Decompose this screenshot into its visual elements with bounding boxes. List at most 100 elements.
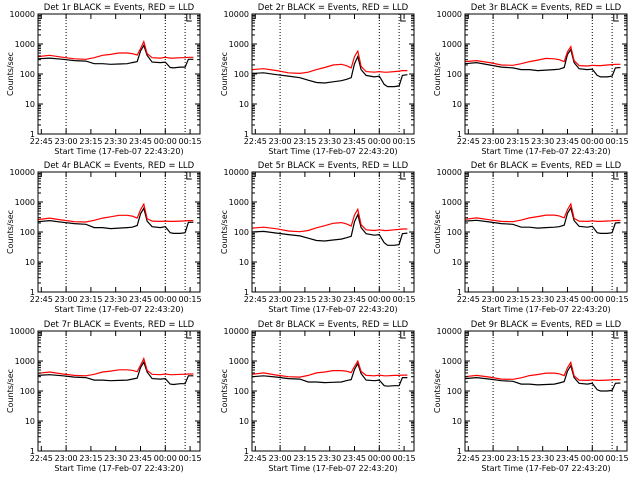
panel-title: Det 3r BLACK = Events, RED = LLD [471, 3, 622, 13]
interval-bracket [400, 172, 406, 180]
interval-bracket [613, 172, 619, 180]
y-tick-label: 10000 [10, 168, 35, 177]
panel-title: Det 5r BLACK = Events, RED = LLD [258, 161, 409, 171]
x-tick-label: 00:15 [606, 137, 629, 146]
plot-frame [37, 330, 201, 452]
x-tick-label: 00:15 [393, 454, 416, 463]
y-tick-label: 100 [234, 387, 249, 396]
y-tick-label: 100 [20, 70, 35, 79]
y-axis-label: Counts/sec [6, 52, 15, 96]
x-axis-label: Start Time (17-Feb-07 22:43:20) [481, 305, 610, 314]
x-axis-label: Start Time (17-Feb-07 22:43:20) [481, 147, 610, 156]
x-tick-label: 23:15 [293, 137, 316, 146]
interval-bracket [186, 331, 192, 339]
x-tick-label: 23:00 [482, 295, 505, 304]
panel-title: Det 9r BLACK = Events, RED = LLD [471, 320, 622, 330]
y-tick-label: 1000 [442, 40, 462, 49]
y-tick-label: 10 [239, 417, 249, 426]
interval-bracket [186, 172, 192, 180]
x-tick-label: 23:45 [129, 454, 152, 463]
plot-frame [464, 171, 628, 293]
plot-frame [251, 330, 415, 452]
detector-panel: Det 2r BLACK = Events, RED = LLD 1 10 100 10… [220, 3, 416, 156]
detector-panel: Det 3r BLACK = Events, RED = LLD 1 10 100 10… [433, 3, 629, 156]
panel-title: Det 1r BLACK = Events, RED = LLD [44, 3, 195, 13]
x-axis-label: Start Time (17-Feb-07 22:43:20) [54, 305, 183, 314]
x-axis-label: Start Time (17-Feb-07 22:43:20) [54, 464, 183, 473]
x-tick-label: 23:00 [482, 454, 505, 463]
y-tick-label: 1 [30, 130, 35, 139]
x-tick-label: 23:30 [104, 454, 127, 463]
events-series-line [464, 364, 621, 392]
x-tick-label: 22:45 [30, 295, 53, 304]
x-tick-label: 22:45 [244, 137, 267, 146]
y-tick-label: 10000 [224, 168, 249, 177]
y-tick-label: 1 [244, 288, 249, 297]
y-tick-label: 100 [234, 228, 249, 237]
x-tick-label: 22:45 [30, 454, 53, 463]
y-tick-label: 100 [20, 387, 35, 396]
events-series-line [37, 360, 194, 386]
x-tick-label: 23:15 [506, 137, 529, 146]
y-tick-label: 1 [457, 447, 462, 456]
y-tick-label: 10000 [437, 10, 462, 19]
x-tick-label: 23:30 [318, 137, 341, 146]
x-tick-label: 00:00 [154, 454, 177, 463]
plot-frame [251, 171, 415, 293]
events-series-line [251, 212, 408, 246]
x-tick-label: 23:15 [293, 454, 316, 463]
y-tick-label: 1 [457, 288, 462, 297]
detector-panel: Det 1r BLACK = Events, RED = LLD 1 10 100 10… [6, 3, 202, 156]
panel-title: Det 8r BLACK = Events, RED = LLD [258, 320, 409, 330]
detector-panel: Det 8r BLACK = Events, RED = LLD 1 10 100 10… [220, 320, 416, 473]
lld-series-line [251, 359, 408, 378]
lld-series-line [37, 39, 194, 60]
y-axis-label: Counts/sec [220, 369, 229, 413]
detector-panel: Det 7r BLACK = Events, RED = LLD 1 10 100 10… [6, 320, 202, 473]
x-tick-label: 22:45 [30, 137, 53, 146]
x-tick-label: 23:00 [269, 454, 292, 463]
x-tick-label: 00:15 [606, 454, 629, 463]
y-tick-label: 1000 [229, 357, 249, 366]
y-tick-label: 1000 [229, 40, 249, 49]
interval-bracket [613, 14, 619, 22]
x-tick-label: 00:00 [368, 295, 391, 304]
y-tick-label: 1 [457, 130, 462, 139]
interval-bracket [186, 14, 192, 22]
x-tick-label: 23:15 [506, 295, 529, 304]
panel-title: Det 2r BLACK = Events, RED = LLD [258, 3, 409, 13]
x-tick-label: 23:30 [104, 295, 127, 304]
y-tick-label: 1000 [15, 357, 35, 366]
x-tick-label: 23:00 [55, 137, 78, 146]
panel-title: Det 6r BLACK = Events, RED = LLD [471, 161, 622, 171]
y-tick-label: 10 [452, 417, 462, 426]
interval-bracket [400, 331, 406, 339]
x-tick-label: 22:45 [457, 295, 480, 304]
x-tick-label: 23:00 [55, 454, 78, 463]
x-tick-label: 00:00 [154, 295, 177, 304]
y-tick-label: 100 [234, 70, 249, 79]
events-series-line [37, 43, 194, 69]
x-tick-label: 00:00 [368, 454, 391, 463]
x-tick-label: 23:45 [556, 454, 579, 463]
detector-panel: Det 9r BLACK = Events, RED = LLD 1 10 100 10… [433, 320, 629, 473]
interval-bracket [613, 331, 619, 339]
events-series-line [464, 206, 621, 234]
x-tick-label: 23:15 [79, 137, 102, 146]
x-tick-label: 00:00 [581, 295, 604, 304]
x-tick-label: 23:15 [79, 454, 102, 463]
lld-series-line [464, 202, 621, 223]
x-tick-label: 23:00 [269, 137, 292, 146]
y-tick-label: 100 [447, 387, 462, 396]
y-tick-label: 1000 [15, 40, 35, 49]
plot-frame [37, 171, 201, 293]
x-tick-label: 23:00 [55, 295, 78, 304]
y-tick-label: 1 [30, 288, 35, 297]
x-tick-label: 22:45 [244, 454, 267, 463]
y-axis-label: Counts/sec [433, 369, 442, 413]
x-tick-label: 00:00 [368, 137, 391, 146]
events-series-line [251, 362, 408, 387]
y-tick-label: 100 [447, 228, 462, 237]
detector-panel: Det 4r BLACK = Events, RED = LLD 1 10 100 10… [6, 161, 202, 314]
